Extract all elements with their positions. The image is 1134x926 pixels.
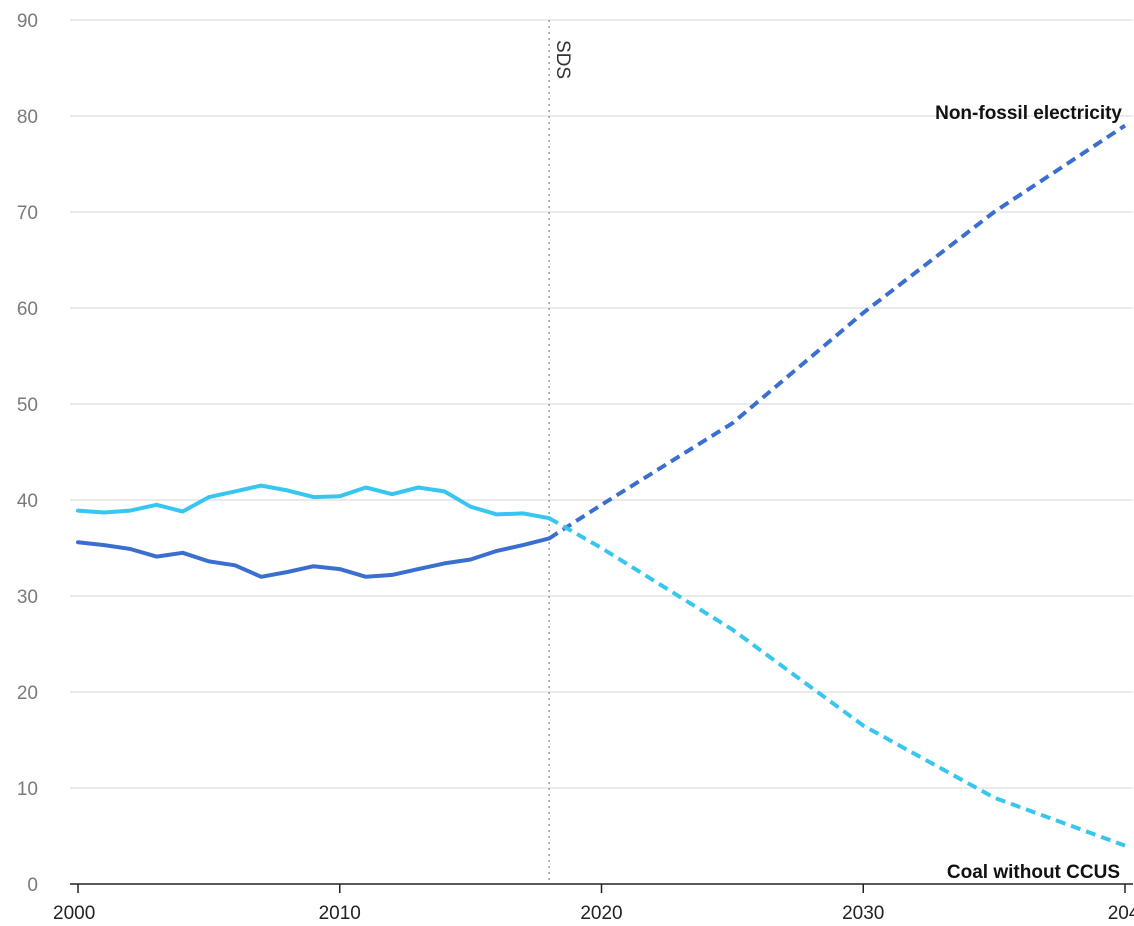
coal-projection-line bbox=[548, 516, 1126, 848]
non-fossil-projection-line bbox=[548, 123, 1127, 541]
non-fossil-historical-line bbox=[76, 536, 552, 579]
x-tick-label: 2000 bbox=[53, 903, 95, 924]
coal-historical-line bbox=[76, 483, 552, 521]
coal-series-label: Coal without CCUS bbox=[947, 862, 1120, 883]
y-tick-label: 50 bbox=[17, 395, 38, 416]
y-tick-label: 80 bbox=[17, 107, 38, 128]
y-tick-label: 90 bbox=[17, 11, 38, 32]
series-labels: Non-fossil electricity Coal without CCUS bbox=[935, 103, 1122, 883]
y-tick-label: 20 bbox=[17, 683, 38, 704]
gridlines bbox=[70, 19, 1133, 789]
x-tick-label: 2030 bbox=[842, 903, 884, 924]
x-axis: 2000 2010 2020 2030 2040 bbox=[53, 883, 1134, 924]
y-tick-label: 40 bbox=[17, 491, 38, 512]
y-tick-label: 70 bbox=[17, 203, 38, 224]
series-lines bbox=[76, 123, 1127, 848]
y-tick-label: 30 bbox=[17, 587, 38, 608]
x-tick-label: 2010 bbox=[319, 903, 361, 924]
sds-marker-label: SDS bbox=[552, 40, 573, 79]
y-axis-ticks: 0 10 20 30 40 50 60 70 80 90 bbox=[17, 11, 38, 896]
y-tick-label: 60 bbox=[17, 299, 38, 320]
non-fossil-series-label: Non-fossil electricity bbox=[935, 103, 1122, 124]
x-tick-label: 2040 bbox=[1108, 903, 1134, 924]
y-tick-label: 0 bbox=[27, 875, 38, 896]
y-tick-label: 10 bbox=[17, 779, 38, 800]
sds-marker: SDS bbox=[548, 20, 573, 884]
x-tick-label: 2020 bbox=[580, 903, 622, 924]
